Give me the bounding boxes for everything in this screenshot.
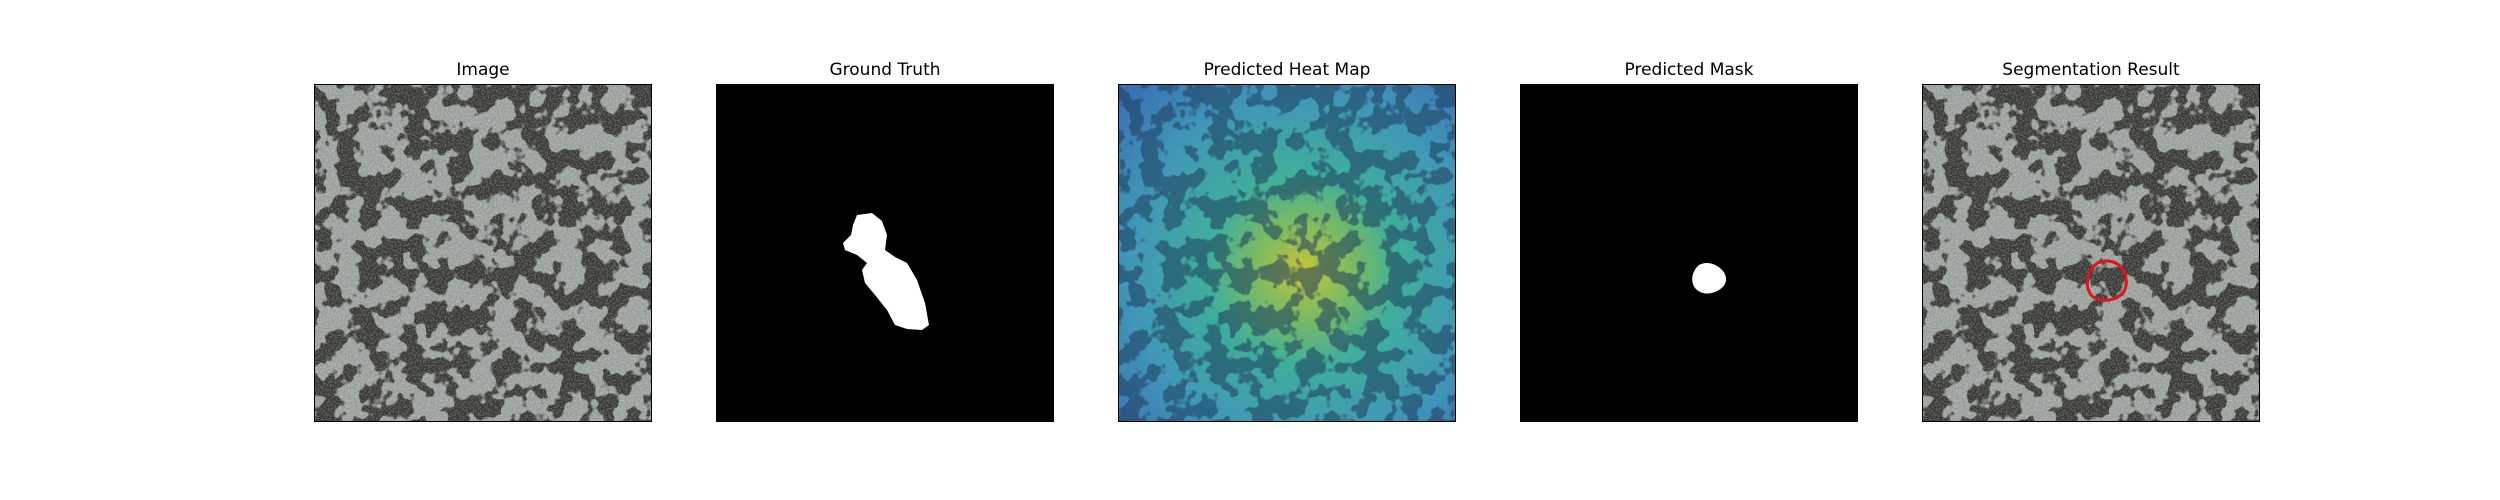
granite-texture-icon	[315, 85, 651, 421]
predicted-mask-icon	[1521, 85, 1857, 421]
image-frame	[314, 84, 652, 422]
panel-title-heat-map: Predicted Heat Map	[1203, 60, 1371, 80]
heat-map-frame	[1118, 84, 1456, 422]
panel-title-image: Image	[456, 60, 510, 80]
predicted-region	[1692, 263, 1727, 294]
predicted-mask-frame	[1520, 84, 1858, 422]
ground-truth-frame	[716, 84, 1054, 422]
ground-truth-mask-icon	[717, 85, 1053, 421]
segmentation-frame	[1922, 84, 2260, 422]
panel-title-segmentation-result: Segmentation Result	[2002, 60, 2180, 80]
heat-map-icon	[1119, 85, 1455, 421]
ground-truth-region	[843, 213, 929, 330]
panel-title-ground-truth: Ground Truth	[829, 60, 941, 80]
segmentation-contour-icon	[1923, 85, 2259, 421]
panel-title-predicted-mask: Predicted Mask	[1624, 60, 1754, 80]
segmentation-contour	[2085, 259, 2128, 302]
